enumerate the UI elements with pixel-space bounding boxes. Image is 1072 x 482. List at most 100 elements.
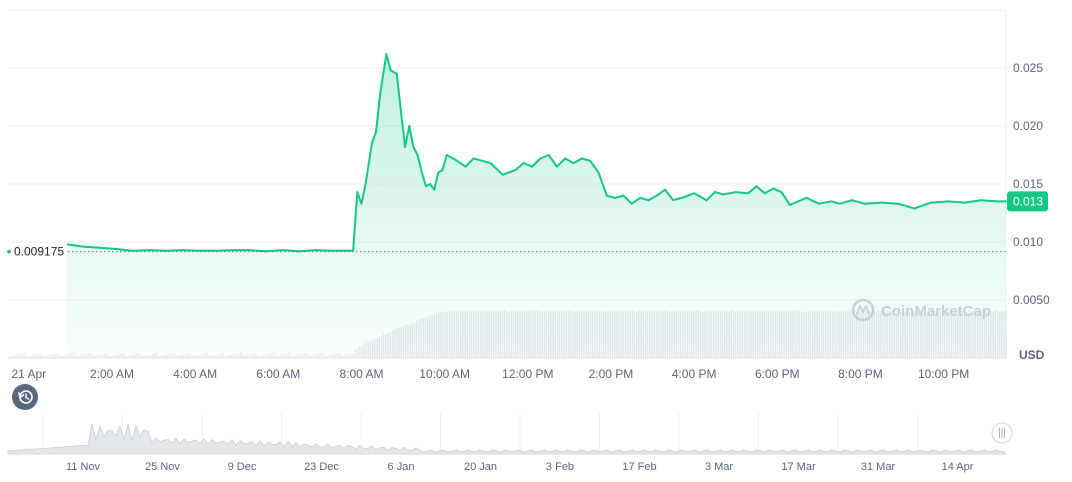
- price-line-segment: [555, 157, 567, 168]
- price-line-segment: [788, 200, 800, 206]
- price-line-segment: [946, 200, 966, 204]
- price-line-segment: [501, 169, 517, 176]
- price-line-segment: [531, 157, 542, 168]
- x-tick-label: 8:00 AM: [339, 367, 383, 381]
- navigator-tick-label: 14 Apr: [942, 461, 974, 473]
- price-line-segment: [647, 194, 658, 202]
- y-axis: 0.0050 0.010 0.015 0.020 0.025: [1013, 61, 1050, 307]
- coinmarketcap-logo-icon: [851, 298, 875, 322]
- volume-bar: [20, 354, 22, 358]
- price-line-segment: [181, 249, 201, 252]
- price-line-segment: [356, 191, 363, 205]
- price-line-segment: [539, 154, 550, 160]
- reset-zoom-button[interactable]: [12, 384, 38, 410]
- price-line-segment: [639, 196, 650, 202]
- price-line-segment: [817, 200, 833, 205]
- volume-bar: [64, 355, 66, 358]
- navigator-handle[interactable]: [991, 422, 1013, 444]
- reference-price-label: 0.009175: [14, 245, 64, 259]
- price-line-segment: [605, 194, 617, 199]
- price-line-segment: [165, 249, 184, 252]
- price-line-segment: [472, 157, 484, 162]
- volume-bar: [55, 353, 57, 358]
- price-line-segment: [805, 196, 820, 205]
- price-line-segment: [580, 157, 592, 162]
- x-tick-label: 4:00 PM: [672, 367, 717, 381]
- price-line-segment: [400, 111, 407, 148]
- history-icon-arrow: [18, 392, 25, 399]
- price-line-segment: [963, 199, 982, 204]
- price-line-segment: [364, 142, 373, 185]
- price-line-segment: [830, 200, 841, 205]
- reference-price-label-bg: [11, 243, 67, 260]
- price-line-segment: [314, 249, 334, 252]
- price-line-segment: [115, 248, 134, 252]
- price-line-segment: [370, 130, 377, 145]
- price-line-segment: [655, 188, 666, 197]
- price-line-segment: [404, 125, 411, 148]
- price-line-segment: [148, 249, 167, 252]
- volume-bar: [57, 353, 59, 358]
- price-line-segment: [379, 53, 388, 95]
- price-line-segment: [980, 199, 999, 203]
- price-line-segment: [589, 159, 600, 174]
- price-line-segment: [395, 72, 402, 114]
- watermark-text: CoinMarketCap: [881, 303, 991, 320]
- navigator-history-area: [7, 423, 1007, 455]
- price-line-segment: [412, 145, 419, 156]
- y-tick-label: 0.010: [1013, 235, 1043, 249]
- price-line-segment: [248, 249, 267, 253]
- reference-price-dot: [7, 249, 11, 254]
- navigator-tick-label: 3 Mar: [705, 461, 733, 473]
- price-line-segment: [851, 199, 866, 205]
- x-tick-label: 4:00 AM: [173, 367, 217, 381]
- price-line-segment: [755, 185, 766, 195]
- price-line-segment: [456, 159, 467, 168]
- x-tick-label: 6:00 PM: [755, 367, 800, 381]
- price-line-segment: [705, 191, 716, 202]
- price-line-segment: [522, 162, 533, 168]
- volume-bar: [24, 353, 26, 358]
- volume-bar: [50, 354, 53, 358]
- x-tick-label: 8:00 PM: [838, 367, 883, 381]
- price-line-segment: [614, 194, 625, 199]
- time-range-navigator[interactable]: 11 Nov 25 Nov 9 Dec 23 Dec 6 Jan 20 Jan 3 Feb 1…: [7, 413, 1013, 473]
- navigator-tick-label: 9 Dec: [228, 461, 257, 473]
- navigator-tick-label: 11 Nov: [66, 461, 101, 473]
- price-line-segment: [547, 154, 558, 168]
- price-line-segment: [780, 191, 791, 206]
- price-line-segment: [385, 53, 392, 72]
- price-line-segment: [433, 171, 440, 191]
- y-tick-label: 0.015: [1013, 177, 1043, 191]
- price-line-segment: [389, 69, 398, 75]
- price-line-segment: [680, 192, 696, 199]
- price-line-segment: [597, 171, 608, 197]
- volume-bar: [1005, 310, 1007, 358]
- price-line-segment: [896, 202, 916, 210]
- price-line-segment: [564, 157, 575, 165]
- x-tick-label: 2:00 AM: [90, 367, 134, 381]
- price-line-segment: [375, 92, 382, 133]
- y-axis-unit: USD: [1019, 348, 1045, 362]
- volume-bar: [53, 354, 55, 358]
- x-tick-label: 6:00 AM: [256, 367, 300, 381]
- current-price-badge: [1007, 191, 1048, 212]
- reset-zoom-bg[interactable]: [12, 384, 38, 410]
- volume-bar: [59, 355, 61, 358]
- price-line-segment: [420, 171, 427, 188]
- price-line-segment: [360, 183, 367, 205]
- volume-bar: [13, 355, 15, 358]
- navigator-tick-label: 23 Dec: [304, 461, 339, 473]
- x-tick-label: 12:00 PM: [502, 367, 553, 381]
- volume-bar: [33, 354, 35, 358]
- price-line-segment: [630, 196, 642, 205]
- price-line-segment: [98, 246, 118, 250]
- price-line-segment: [930, 200, 949, 204]
- x-tick-label: 2:00 PM: [589, 367, 634, 381]
- navigator-tick-label: 3 Feb: [546, 461, 574, 473]
- price-line-segment: [298, 249, 317, 253]
- navigator-tick-label: 6 Jan: [388, 461, 415, 473]
- volume-bar: [17, 354, 20, 358]
